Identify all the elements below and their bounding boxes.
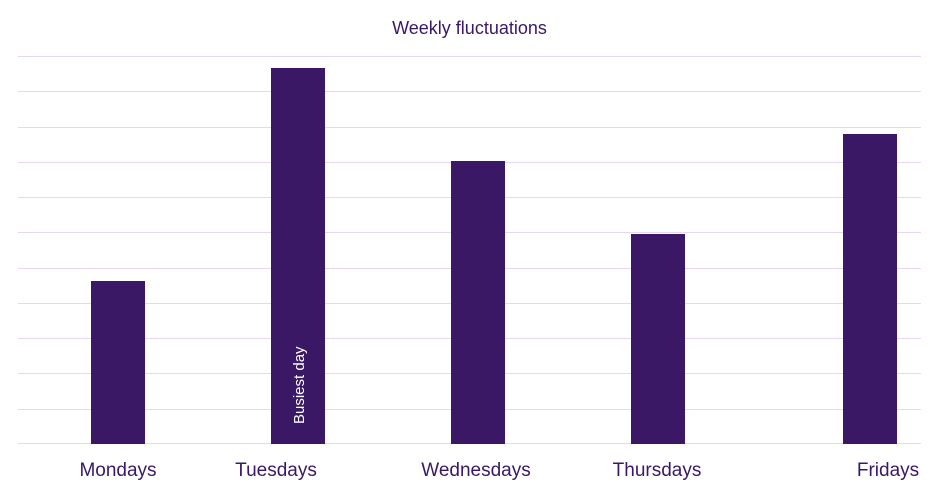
xlabel-fridays: Fridays — [857, 460, 919, 482]
weekly-fluctuations-chart: Weekly fluctuations Busiest day Mondays T… — [0, 0, 939, 500]
chart-title: Weekly fluctuations — [0, 18, 939, 39]
xlabel-thursdays: Thursdays — [613, 460, 702, 482]
xlabel-tuesdays: Tuesdays — [235, 460, 317, 482]
bar-tuesdays — [271, 68, 325, 444]
bar-wednesdays — [451, 161, 505, 444]
xlabel-wednesdays: Wednesdays — [421, 460, 531, 482]
bar-mondays — [91, 281, 145, 444]
xlabel-mondays: Mondays — [79, 460, 156, 482]
bar-fridays — [843, 134, 897, 444]
gridline — [18, 56, 921, 57]
plot-area: Busiest day — [18, 56, 921, 444]
gridline — [18, 91, 921, 92]
gridline — [18, 127, 921, 128]
bar-thursdays — [631, 234, 685, 444]
